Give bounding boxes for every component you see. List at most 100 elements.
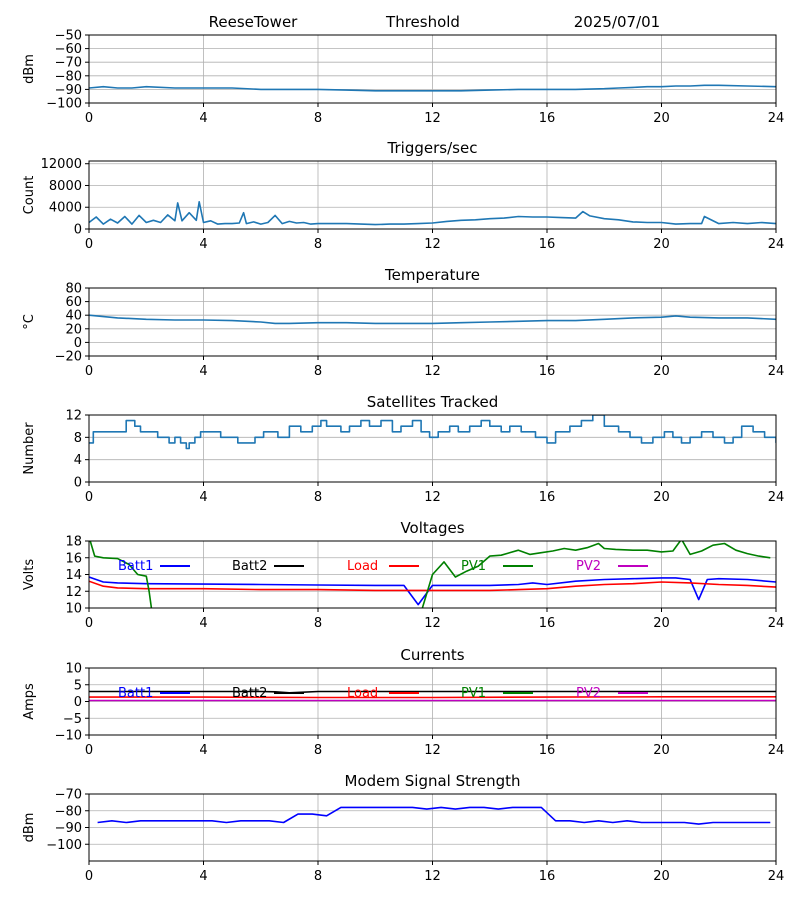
series-line-currents-1 bbox=[89, 695, 776, 699]
x-tick-label: 4 bbox=[199, 869, 207, 884]
legend-label: Load bbox=[347, 686, 378, 701]
panel-signal: 0 4 8 12 16 20 24 −100−90−80−70−60−50 dBm bbox=[22, 29, 784, 127]
x-tick-label: 8 bbox=[314, 111, 322, 126]
y-tick-label: 12 bbox=[65, 585, 82, 600]
x-tick-label: 8 bbox=[314, 364, 322, 379]
legend-label: Batt1 bbox=[118, 686, 153, 701]
legend-label: Batt1 bbox=[118, 559, 153, 574]
y-tick-label: −70 bbox=[55, 56, 82, 71]
y-tick-label: 5 bbox=[74, 678, 82, 693]
x-tick-label: 24 bbox=[768, 616, 785, 631]
legend-label: PV1 bbox=[461, 559, 486, 574]
y-tick-label: 0 bbox=[74, 695, 82, 710]
y-tick-label: 40 bbox=[65, 309, 82, 324]
y-tick-label: 12000 bbox=[41, 157, 82, 172]
panel-satellites: 0 4 8 12 16 20 24 0 4 8 12 Satellites Tracked Number bbox=[22, 393, 784, 505]
y-tick-label: −90 bbox=[55, 83, 82, 98]
header-station: ReeseTower bbox=[209, 13, 299, 31]
y-tick-label: 60 bbox=[65, 295, 82, 310]
legend-label: Load bbox=[347, 559, 378, 574]
y-tick-label: 12 bbox=[65, 409, 82, 424]
header-mode: Threshold bbox=[385, 13, 460, 31]
y-tick-label: 8 bbox=[74, 431, 82, 446]
panel-triggers: 0 4 8 12 16 20 24 0 4000 8000 12000 Triggers/sec Cou… bbox=[22, 139, 784, 252]
y-tick-label: −80 bbox=[55, 69, 82, 84]
x-tick-label: 16 bbox=[539, 237, 556, 252]
panel-title: Triggers/sec bbox=[387, 139, 478, 157]
series-line-currents-0 bbox=[89, 690, 776, 694]
x-tick-label: 0 bbox=[85, 743, 93, 758]
x-tick-label: 20 bbox=[653, 111, 670, 126]
legend-label: Batt2 bbox=[232, 559, 267, 574]
y-tick-label: 20 bbox=[65, 322, 82, 337]
x-tick-label: 4 bbox=[199, 111, 207, 126]
x-tick-label: 4 bbox=[199, 237, 207, 252]
x-tick-label: 0 bbox=[85, 616, 93, 631]
y-tick-label: −10 bbox=[55, 729, 82, 744]
x-tick-label: 8 bbox=[314, 616, 322, 631]
y-axis-label: Count bbox=[22, 176, 37, 215]
y-axis-label: Number bbox=[22, 422, 37, 475]
series-line-modem-0 bbox=[97, 806, 771, 825]
y-tick-label: 8000 bbox=[49, 179, 82, 194]
x-tick-label: 20 bbox=[653, 364, 670, 379]
x-tick-label: 8 bbox=[314, 743, 322, 758]
x-tick-label: 0 bbox=[85, 111, 93, 126]
y-tick-label: −20 bbox=[55, 350, 82, 365]
x-tick-label: 8 bbox=[314, 869, 322, 884]
x-tick-label: 0 bbox=[85, 869, 93, 884]
x-tick-label: 12 bbox=[424, 364, 441, 379]
y-tick-label: 18 bbox=[65, 535, 82, 550]
y-axis-label: Amps bbox=[22, 683, 37, 720]
legend-label: PV2 bbox=[576, 686, 601, 701]
x-tick-label: 12 bbox=[424, 616, 441, 631]
x-tick-label: 24 bbox=[768, 364, 785, 379]
x-tick-label: 24 bbox=[768, 869, 785, 884]
series-group bbox=[89, 314, 776, 325]
y-tick-label: 4000 bbox=[49, 201, 82, 216]
x-tick-label: 24 bbox=[768, 743, 785, 758]
x-tick-label: 8 bbox=[314, 490, 322, 505]
legend: Batt1 Batt2 Load PV1 PV2 bbox=[118, 686, 648, 701]
y-axis-label: dBm bbox=[22, 813, 37, 843]
y-axis-label: dBm bbox=[22, 54, 37, 84]
y-tick-label: 0 bbox=[74, 223, 82, 238]
header-date: 2025/07/01 bbox=[574, 13, 660, 31]
y-tick-label: 16 bbox=[65, 551, 82, 566]
legend-label: PV1 bbox=[461, 686, 486, 701]
series-line-voltages-2 bbox=[89, 541, 771, 608]
panel-title: Voltages bbox=[400, 519, 464, 537]
y-tick-label: −5 bbox=[63, 712, 82, 727]
panel-modem: 0 4 8 12 16 20 24 −100 −90 −80−70 Modem Signal Str… bbox=[22, 772, 784, 884]
y-tick-label: 14 bbox=[65, 568, 82, 583]
x-tick-label: 0 bbox=[85, 490, 93, 505]
y-tick-label: −70 bbox=[55, 788, 82, 803]
y-axis-label: Volts bbox=[22, 559, 37, 591]
series-line-signal-0 bbox=[89, 84, 776, 92]
x-tick-label: 0 bbox=[85, 364, 93, 379]
y-tick-label: 80 bbox=[65, 282, 82, 297]
x-tick-label: 20 bbox=[653, 869, 670, 884]
y-tick-label: 10 bbox=[65, 662, 82, 677]
legend-label: PV2 bbox=[576, 559, 601, 574]
legend: Batt1 Batt2 Load PV1 PV2 bbox=[118, 559, 648, 574]
y-tick-label: 0 bbox=[74, 336, 82, 351]
panel-title: Satellites Tracked bbox=[367, 393, 498, 411]
x-tick-label: 12 bbox=[424, 237, 441, 252]
panel-title: Currents bbox=[400, 646, 464, 664]
legend-label: Batt2 bbox=[232, 686, 267, 701]
x-tick-label: 0 bbox=[85, 237, 93, 252]
x-tick-label: 16 bbox=[539, 111, 556, 126]
x-tick-label: 20 bbox=[653, 616, 670, 631]
x-tick-label: 16 bbox=[539, 364, 556, 379]
series-group bbox=[89, 690, 776, 702]
series-line-voltages-1 bbox=[89, 580, 776, 592]
x-tick-label: 12 bbox=[424, 869, 441, 884]
x-tick-label: 20 bbox=[653, 743, 670, 758]
x-tick-label: 4 bbox=[199, 364, 207, 379]
y-tick-label: 0 bbox=[74, 476, 82, 491]
x-tick-label: 8 bbox=[314, 237, 322, 252]
